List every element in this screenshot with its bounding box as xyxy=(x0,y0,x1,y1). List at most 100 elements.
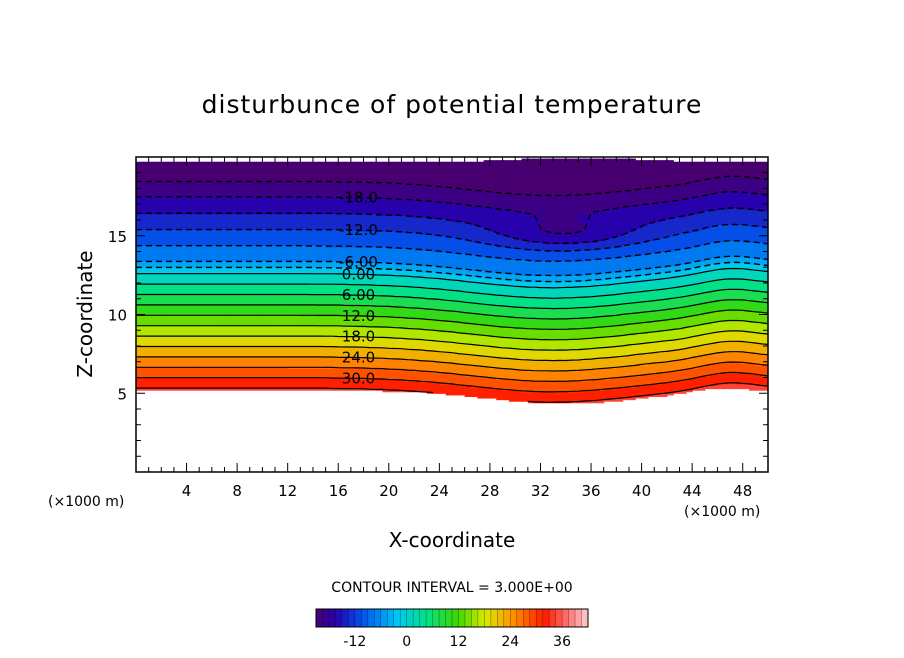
contour-fill-cell xyxy=(603,399,611,402)
contour-fill-cell xyxy=(534,158,542,161)
contour-fill-cell xyxy=(338,172,346,183)
contour-fill-cell xyxy=(685,268,693,276)
contour-fill-cell xyxy=(401,166,409,177)
contour-fill-cell xyxy=(578,360,586,371)
contour-fill-cell xyxy=(186,284,194,295)
contour-fill-cell xyxy=(256,366,263,379)
contour-fill-cell xyxy=(376,246,384,264)
contour-fill-cell xyxy=(641,385,649,396)
contour-fill-cell xyxy=(521,240,529,251)
contour-fill-cell xyxy=(136,284,143,295)
contour-fill-cell xyxy=(350,213,358,231)
contour-fill-cell xyxy=(711,226,719,243)
contour-fill-cell xyxy=(559,319,567,330)
contour-fill-cell xyxy=(647,322,655,333)
contour-fill-cell xyxy=(306,305,314,317)
contour-fill-cell xyxy=(704,353,712,366)
contour-fill-cell xyxy=(142,305,150,316)
contour-fill-cell xyxy=(205,273,213,286)
contour-fill-cell xyxy=(635,275,643,283)
contour-fill-cell xyxy=(723,361,731,374)
contour-fill-cell xyxy=(173,172,181,182)
contour-fill-cell xyxy=(243,284,251,295)
contour-fill-cell xyxy=(281,267,289,275)
contour-fill-cell xyxy=(470,163,478,174)
contour-fill-cell xyxy=(357,379,365,390)
contour-fill-cell xyxy=(199,377,207,390)
contour-fill-cell xyxy=(325,172,333,183)
contour-fill-cell xyxy=(483,229,491,245)
contour-fill-cell xyxy=(622,346,630,357)
contour-fill-cell xyxy=(395,166,403,175)
contour-fill-cell xyxy=(363,336,371,349)
contour-fill-cell xyxy=(350,357,358,369)
contour-fill-cell xyxy=(502,295,510,308)
contour-fill-cell xyxy=(603,327,611,338)
contour-fill-cell xyxy=(489,166,497,175)
contour-fill-cell xyxy=(635,375,643,386)
contour-fill-cell xyxy=(319,229,327,246)
contour-fill-cell xyxy=(654,341,662,353)
contour-fill-cell xyxy=(704,301,712,314)
colorbar-tick-label: -12 xyxy=(343,634,366,650)
contour-fill-cell xyxy=(218,325,226,338)
contour-fill-cell xyxy=(281,377,289,390)
contour-fill-cell xyxy=(186,346,194,358)
contour-fill-cell xyxy=(540,281,548,289)
contour-fill-cell xyxy=(464,223,472,242)
contour-line xyxy=(136,340,768,362)
contour-fill-cell xyxy=(508,358,516,371)
contour-fill-cell xyxy=(717,161,725,169)
contour-fill-cell xyxy=(483,164,491,175)
contour-fill-cell xyxy=(192,161,200,164)
contour-fill-cell xyxy=(698,163,706,172)
contour-fill-cell xyxy=(704,292,712,303)
contour-fill-cell xyxy=(660,177,668,188)
contour-fill-cell xyxy=(591,168,598,177)
contour-fill-cell xyxy=(338,161,346,166)
contour-fill-cell xyxy=(350,347,358,358)
contour-fill-cell xyxy=(218,161,226,164)
contour-fill-cell xyxy=(761,194,768,212)
contour-fill-cell xyxy=(287,325,295,338)
contour-fill-cell xyxy=(717,331,725,344)
contour-fill-cell xyxy=(685,295,693,308)
contour-fill-cell xyxy=(755,385,763,391)
contour-fill-cell xyxy=(161,245,169,262)
contour-fill-cell xyxy=(382,347,390,360)
contour-fill-cell xyxy=(376,327,384,339)
contour-fill-cell xyxy=(730,330,737,342)
contour-fill-cell xyxy=(597,279,605,287)
contour-fill-cell xyxy=(597,358,605,369)
contour-fill-cell xyxy=(458,385,466,396)
contour-fill-cell xyxy=(679,183,687,201)
contour-fill-cell xyxy=(559,243,567,253)
contour-fill-cell xyxy=(616,397,624,402)
contour-fill-cell xyxy=(262,245,270,262)
contour-fill-cell xyxy=(679,338,687,350)
contour-fill-cell xyxy=(312,294,320,306)
contour-fill-cell xyxy=(237,314,245,327)
contour-fill-cell xyxy=(357,347,365,358)
colorbar-cell xyxy=(387,609,395,627)
contour-fill-cell xyxy=(180,357,188,368)
contour-fill-cell xyxy=(350,284,358,297)
contour-fill-cell xyxy=(647,273,655,281)
contour-fill-cell xyxy=(281,357,289,368)
contour-fill-cell xyxy=(698,171,706,182)
contour-fill-cell xyxy=(211,336,219,347)
contour-fill-cell xyxy=(673,349,681,361)
colorbar-cell xyxy=(516,609,524,627)
contour-fill-cell xyxy=(717,342,725,353)
contour-fill-cell xyxy=(294,314,301,327)
contour-fill-cell xyxy=(622,276,630,284)
contour-fill-cell xyxy=(192,336,200,347)
contour-fill-cell xyxy=(502,183,510,194)
y-axis-label: Z-coordinate xyxy=(73,250,97,377)
contour-fill-cell xyxy=(666,185,674,202)
contour-fill-cell xyxy=(420,276,428,289)
contour-fill-cell xyxy=(161,346,169,358)
contour-fill-cell xyxy=(148,245,156,262)
contour-fill-cell xyxy=(717,352,725,364)
contour-fill-cell xyxy=(306,172,314,183)
